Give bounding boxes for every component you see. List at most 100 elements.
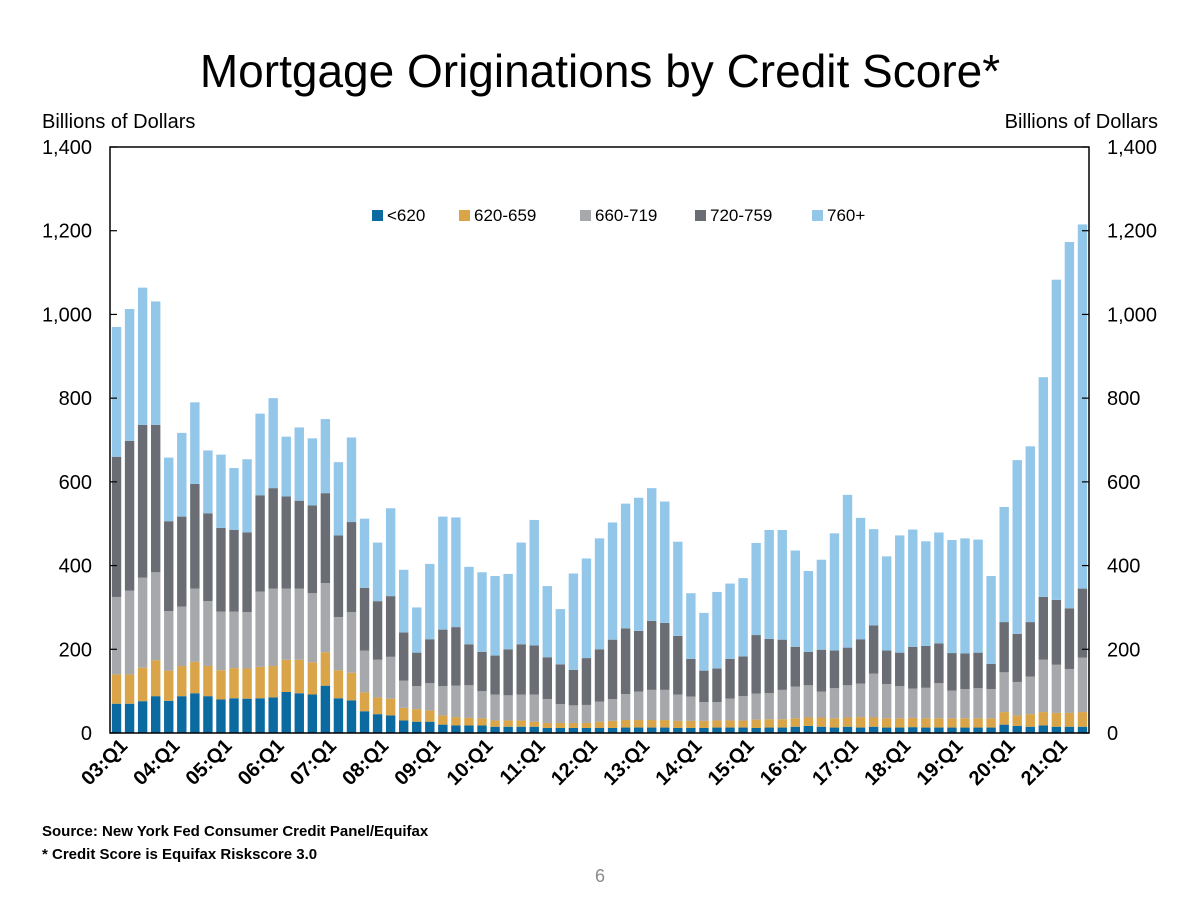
bar-segment-1-42: [660, 720, 670, 728]
bar-segment-1-0: [111, 674, 122, 704]
bar-segment-0-28: [477, 725, 487, 733]
source-footnote: Source: New York Fed Consumer Credit Pan…: [42, 823, 429, 840]
bar-segment-3-25: [438, 629, 448, 687]
bar-segment-0-31: [516, 726, 526, 733]
x-tick-label-12: 15:Q1: [704, 735, 759, 790]
bar-segment-0-33: [542, 727, 552, 733]
bar-segment-4-19: [359, 518, 370, 588]
bar-segment-1-31: [516, 720, 526, 727]
bar-segment-2-56: [842, 685, 853, 718]
bar-segment-1-58: [868, 717, 879, 727]
bar-segment-1-54: [816, 717, 827, 727]
bar-segment-4-64: [947, 540, 957, 654]
bar-segment-3-67: [986, 663, 996, 690]
bar-segment-0-17: [333, 698, 344, 733]
bar-segment-1-46: [712, 720, 722, 728]
bar-segment-3-2: [137, 424, 148, 578]
bar-segment-1-51: [777, 719, 787, 728]
bar-segment-0-44: [686, 727, 696, 733]
bar-segment-3-56: [842, 647, 853, 686]
bar-segment-1-50: [764, 719, 774, 728]
bar-segment-1-44: [686, 720, 696, 728]
bar-segment-4-52: [790, 550, 800, 647]
bar-segment-2-67: [986, 689, 996, 719]
bar-segment-0-47: [725, 727, 735, 733]
bar-segment-0-4: [164, 700, 174, 733]
bar-segment-2-71: [1038, 659, 1049, 713]
bar-segment-1-25: [438, 715, 448, 725]
bar-segment-4-62: [921, 541, 931, 646]
bar-segment-3-59: [881, 650, 892, 685]
bar-segment-4-39: [620, 503, 631, 629]
bar-segment-1-45: [699, 720, 709, 728]
bar-segment-1-4: [164, 670, 174, 701]
bar-segment-0-49: [751, 727, 761, 733]
bar-segment-4-14: [294, 427, 304, 501]
bar-segment-2-40: [633, 691, 644, 721]
bar-segment-3-30: [503, 649, 513, 696]
bar-segment-0-13: [281, 691, 291, 733]
bar-segment-3-65: [960, 653, 970, 690]
bar-segment-1-34: [555, 722, 566, 728]
bar-segment-4-36: [581, 558, 592, 659]
bar-segment-2-1: [124, 590, 135, 675]
bar-segment-0-7: [203, 696, 213, 733]
bar-segment-4-38: [607, 522, 618, 640]
bar-segment-3-55: [829, 650, 840, 689]
bar-segment-0-8: [216, 699, 226, 733]
bar-segment-4-30: [503, 573, 513, 650]
bar-segment-0-41: [647, 727, 657, 733]
bar-segment-4-11: [255, 413, 265, 496]
bar-segment-0-29: [490, 726, 500, 733]
bar-segment-1-14: [294, 659, 304, 694]
bar-segment-2-42: [660, 689, 670, 721]
bar-segment-1-43: [673, 720, 683, 728]
bar-segment-3-7: [203, 513, 213, 602]
bar-segment-3-9: [229, 529, 239, 612]
bar-segment-0-16: [320, 685, 331, 733]
bar-segment-2-17: [333, 617, 344, 671]
left-y-tick-label-2: 400: [59, 556, 92, 578]
bar-segment-3-23: [412, 652, 422, 687]
bar-segment-0-69: [1012, 725, 1022, 733]
bar-segment-2-22: [399, 680, 409, 708]
x-tick-label-4: 07:Q1: [286, 735, 341, 790]
bar-segment-4-22: [399, 569, 409, 633]
bar-segment-1-20: [372, 697, 383, 715]
bar-segment-2-44: [686, 696, 696, 721]
bar-segment-1-64: [947, 718, 957, 728]
right-y-tick-label-7: 1,400: [1107, 137, 1157, 159]
bar-segment-4-29: [490, 576, 500, 656]
bar-segment-2-28: [477, 691, 487, 719]
bar-segment-2-74: [1077, 657, 1088, 713]
bar-segment-3-37: [594, 649, 605, 702]
bar-segment-1-9: [229, 668, 239, 699]
x-tick-label-2: 05:Q1: [182, 735, 237, 790]
bar-segment-1-3: [150, 660, 161, 697]
bar-segment-0-62: [921, 727, 931, 733]
bar-segment-3-64: [947, 653, 957, 691]
bar-segment-4-15: [307, 438, 318, 506]
bar-segment-2-47: [725, 698, 735, 721]
bar-segment-2-46: [712, 702, 722, 721]
bar-segment-0-74: [1077, 726, 1088, 733]
bar-segment-4-58: [868, 529, 879, 626]
bar-segment-2-5: [177, 606, 187, 667]
bar-segment-3-29: [490, 655, 500, 695]
bar-segment-0-38: [607, 727, 618, 733]
bar-segment-0-54: [816, 726, 827, 733]
bar-segment-2-41: [647, 689, 657, 721]
bar-segment-2-10: [242, 612, 252, 669]
bar-segment-0-23: [412, 721, 422, 733]
bar-segment-1-66: [973, 718, 983, 728]
bar-segment-1-65: [960, 718, 970, 728]
bar-segment-2-69: [1012, 681, 1022, 716]
bar-segment-4-34: [555, 609, 566, 665]
bar-segment-2-2: [137, 577, 148, 668]
bar-segment-3-19: [359, 587, 370, 651]
bar-segment-2-0: [111, 596, 122, 675]
bar-segment-2-39: [620, 694, 631, 721]
bar-segment-2-63: [934, 683, 944, 719]
right-y-tick-label-2: 400: [1107, 556, 1140, 578]
bar-segment-0-39: [620, 727, 631, 733]
